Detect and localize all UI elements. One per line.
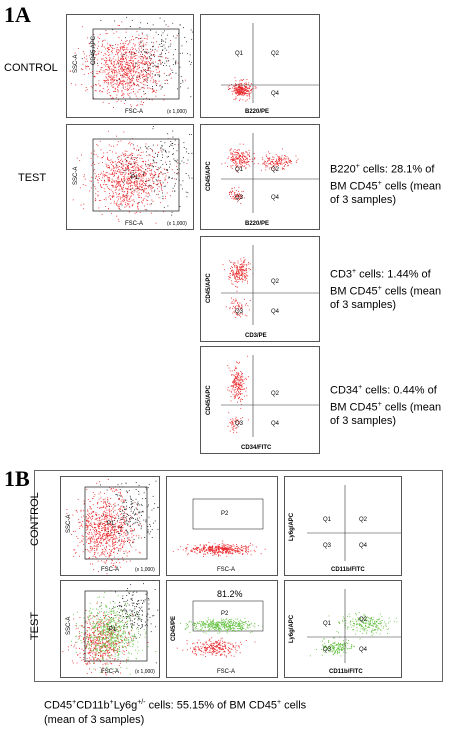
x-axis-label: B220/PE bbox=[245, 109, 269, 115]
row-label-test-1a: TEST bbox=[18, 172, 47, 184]
x-axis-label: CD11b/FITC bbox=[329, 669, 363, 675]
quadrant-q2: Q2 bbox=[271, 167, 280, 173]
x-units: (x 1,000) bbox=[135, 567, 155, 573]
quadrant-q2: Q2 bbox=[271, 391, 280, 397]
row-label-control-1b: CONTROL bbox=[29, 492, 41, 546]
note-cd34: CD34+ cells: 0.44% of BM CD45+ cells (me… bbox=[330, 384, 442, 428]
figure-1b-caption: CD45+CD11b+Ly6g+/- cells: 55.15% of BM C… bbox=[44, 699, 307, 726]
note-cd3: CD3+ cells: 1.44% of BM CD45+ cells (mea… bbox=[330, 268, 442, 312]
quadrant-q1: Q1 bbox=[235, 167, 244, 173]
x-units: (x 1,000) bbox=[135, 669, 155, 675]
quadrant-q1: Q1 bbox=[323, 517, 332, 523]
gate-rect bbox=[92, 28, 180, 100]
x-axis-label: CD11b/FITC bbox=[331, 567, 365, 573]
percent-label: 81.2% bbox=[217, 589, 243, 599]
y-axis-label: SSC-A bbox=[66, 617, 72, 635]
x-axis-label: CD3/PE bbox=[245, 333, 267, 339]
note-b220: B220+ cells: 28.1% of BM CD45+ cells (me… bbox=[330, 163, 442, 207]
quadrant-svg: Q2 Q3 Q4 CD34/FITC CD45/APC bbox=[206, 355, 319, 451]
quadrant-q4: Q4 bbox=[271, 421, 280, 427]
scatter-svg: P1 FSC-A SSC-A (x 1,000) bbox=[66, 479, 159, 575]
figure-1b-frame bbox=[34, 470, 443, 682]
quadrant-q4: Q4 bbox=[359, 647, 368, 653]
scatter-plot-test-1b: P1 FSC-A SSC-A (x 1,000) bbox=[60, 580, 160, 678]
scatter-plot-control-1a: CD45 APC FSC-A SSC-A (x 1,000) bbox=[66, 14, 194, 118]
quadrant-q2: Q2 bbox=[271, 279, 280, 285]
y-axis-label: SSC-A bbox=[73, 167, 79, 185]
row-label-test-1b: TEST bbox=[29, 611, 41, 641]
quadrant-q2: Q2 bbox=[271, 51, 280, 57]
y-axis-label: CD45/APC bbox=[206, 161, 212, 191]
gate-label: CD45 APC bbox=[91, 35, 97, 65]
quadrant-svg: Q1 Q2 Q3 Q4 B220/PE CD45/APC bbox=[206, 133, 319, 227]
x-axis-label: CD34/FITC bbox=[241, 445, 272, 451]
x-axis-label: FSC-A bbox=[101, 669, 119, 675]
y-axis-label: Ly6g/APC bbox=[289, 512, 295, 541]
y-axis-label: CD45/APC bbox=[206, 273, 212, 303]
quadrant-svg: Q1 Q2 Q3 Q4 CD11b/FITC Ly6g/APC bbox=[289, 589, 401, 675]
quadrant-plot-control-1b: Q1 Q2 Q3 Q4 CD11b/FITC Ly6g/APC bbox=[284, 476, 402, 576]
y-axis-label: CD45/PE bbox=[171, 616, 177, 641]
scatter-plot-test-1a: P1 FSC-A SSC-A (x 1,000) bbox=[66, 124, 194, 230]
scatter-svg: CD45 APC FSC-A SSC-A (x 1,000) bbox=[69, 16, 193, 115]
quadrant-svg: Q1 Q2 Q3 Q4 CD11b/FITC Ly6g/APC bbox=[289, 485, 401, 573]
scatter-svg: P1 FSC-A SSC-A (x 1,000) bbox=[72, 126, 193, 227]
figure-1b-label: 1B bbox=[4, 466, 30, 491]
figure-1a-label: 1A bbox=[4, 2, 31, 27]
y-axis-label: SSC-A bbox=[73, 55, 79, 73]
quadrant-q2: Q2 bbox=[359, 617, 368, 623]
gate-label: P1 bbox=[109, 627, 117, 633]
y-axis-label: SSC-A bbox=[66, 515, 72, 533]
scatter-svg: P1 FSC-A SSC-A (x 1,000) bbox=[62, 583, 159, 676]
x-axis-label: FSC-A bbox=[101, 567, 119, 573]
quadrant-plot-cd3-1a: Q2 Q3 Q4 CD3/PE CD45/APC bbox=[200, 236, 320, 342]
quadrant-plot-b220-1a: Q1 Q2 Q3 Q4 B220/PE CD45/APC bbox=[200, 124, 320, 230]
gate-label: P1 bbox=[107, 521, 115, 527]
cd45-svg: 81.2% P2 FSC-A CD45/PE bbox=[171, 589, 264, 675]
quadrant-q4: Q4 bbox=[271, 309, 280, 315]
cd45-plot-test-1b: 81.2% P2 FSC-A CD45/PE bbox=[166, 580, 278, 678]
y-axis-label: CD45/APC bbox=[206, 385, 212, 415]
x-units: (x 1,000) bbox=[167, 221, 187, 227]
quadrant-svg: Q1 Q2 Q4 B220/PE bbox=[221, 23, 319, 115]
quadrant-q4: Q4 bbox=[271, 91, 280, 97]
quadrant-q3: Q3 bbox=[323, 647, 332, 653]
quadrant-q3: Q3 bbox=[235, 309, 244, 315]
gate-label: P2 bbox=[221, 511, 229, 517]
gate-label: P2 bbox=[221, 611, 229, 617]
quadrant-q3: Q3 bbox=[235, 195, 244, 201]
quadrant-plot-cd34-1a: Q2 Q3 Q4 CD34/FITC CD45/APC bbox=[200, 346, 320, 454]
scatter-plot-control-1b: P1 FSC-A SSC-A (x 1,000) bbox=[60, 476, 160, 576]
quadrant-q3: Q3 bbox=[323, 543, 332, 549]
x-axis-label: FSC-A bbox=[125, 109, 143, 115]
cd45-svg: P2 FSC-A bbox=[172, 498, 266, 573]
y-axis-label: Ly6g/APC bbox=[289, 614, 295, 643]
quadrant-q4: Q4 bbox=[271, 195, 280, 201]
x-units: (x 1,000) bbox=[167, 109, 187, 115]
quadrant-plot-test-1b: Q1 Q2 Q3 Q4 CD11b/FITC Ly6g/APC bbox=[284, 580, 402, 678]
quadrant-q3: Q3 bbox=[235, 421, 244, 427]
quadrant-q2: Q2 bbox=[359, 517, 368, 523]
cd45-plot-control-1b: P2 FSC-A bbox=[166, 476, 278, 576]
x-axis-label: FSC-A bbox=[217, 669, 235, 675]
quadrant-plot-control-1a: Q1 Q2 Q4 B220/PE bbox=[200, 14, 320, 118]
quadrant-q1: Q1 bbox=[235, 51, 244, 57]
x-axis-label: FSC-A bbox=[125, 221, 143, 227]
gate-label: P1 bbox=[131, 175, 139, 181]
x-axis-label: B220/PE bbox=[245, 221, 269, 227]
x-axis-label: FSC-A bbox=[217, 567, 235, 573]
quadrant-svg: Q2 Q3 Q4 CD3/PE CD45/APC bbox=[206, 245, 319, 339]
quadrant-q1: Q1 bbox=[323, 621, 332, 627]
quadrant-q4: Q4 bbox=[359, 543, 368, 549]
row-label-control-1a: CONTROL bbox=[4, 62, 58, 74]
